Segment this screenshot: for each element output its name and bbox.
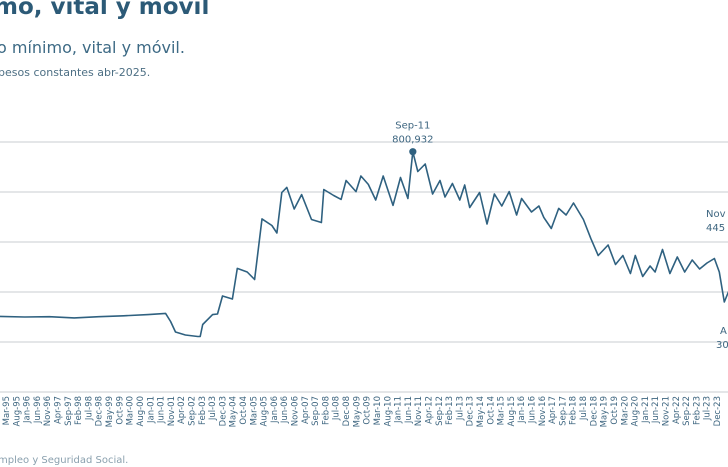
last-value-label: 30 (716, 340, 728, 351)
x-tick-label: May-19 (600, 396, 610, 427)
chart-subtitle: o mínimo, vital y móvil. (0, 38, 185, 57)
x-tick-label: May-09 (352, 396, 362, 427)
x-tick-label: Mar-00 (126, 396, 136, 425)
x-tick-label: Dec-18 (589, 396, 599, 426)
nov-value-label: 445 (706, 223, 725, 234)
x-tick-label: Sep-22 (682, 396, 692, 426)
x-tick-label: Jun-01 (157, 396, 167, 424)
x-tick-label: May-99 (105, 396, 115, 427)
x-tick-label: Sep-12 (435, 396, 445, 426)
x-tick-label: Feb-13 (445, 396, 455, 425)
x-tick-label: Dec-03 (218, 396, 228, 426)
x-tick-label: May-04 (229, 396, 239, 427)
annotations: Sep-11 800,932 Nov 445 A 30 (392, 121, 728, 351)
gridlines (0, 141, 728, 393)
x-tick-label: Jul-13 (455, 396, 465, 421)
x-tick-label: Mar-15 (497, 396, 507, 425)
x-tick-label: Apr-22 (672, 396, 682, 424)
nov-date-label: Nov (706, 209, 726, 220)
x-tick-label: Aug-10 (383, 396, 393, 426)
x-tick-label: Aug-05 (260, 396, 270, 426)
x-tick-label: Apr-17 (548, 396, 558, 424)
x-tick-label: Jan-16 (517, 396, 527, 424)
x-tick-label: Jun-06 (280, 396, 290, 424)
source-note: mpleo y Seguridad Social. (0, 455, 129, 466)
x-tick-label: Nov-96 (43, 396, 53, 426)
x-tick-label: Jul-08 (332, 396, 342, 421)
x-tick-label: Sep-07 (311, 396, 321, 426)
x-tick-label: Mar-10 (373, 396, 383, 425)
x-axis-ticks: Mar-95 Aug-95 Jan-96 Jun-96 Nov-96 Apr-97 Sep-… (2, 396, 723, 427)
last-date-label: A (720, 326, 727, 337)
x-tick-label: Jul-18 (579, 396, 589, 421)
x-tick-label: Jul-03 (208, 396, 218, 421)
x-tick-label: Mar-20 (620, 396, 630, 425)
x-tick-label: Feb-23 (692, 396, 702, 425)
x-tick-label: Apr-02 (177, 396, 187, 424)
x-tick-label: Aug-20 (631, 396, 641, 426)
x-tick-label: Dec-23 (713, 396, 723, 426)
x-tick-label: Mar-05 (249, 396, 259, 425)
x-tick-label: Feb-08 (321, 396, 331, 425)
max-date-label: Sep-11 (395, 121, 430, 132)
x-tick-label: Sep-02 (187, 396, 197, 426)
x-tick-label: Oct-04 (239, 396, 249, 425)
x-tick-label: Oct-19 (610, 396, 620, 425)
max-value-label: 800,932 (392, 135, 433, 146)
x-tick-label: Apr-97 (54, 396, 64, 424)
x-tick-label: Aug-15 (507, 396, 517, 426)
x-tick-label: Apr-12 (424, 396, 434, 424)
x-tick-label: May-14 (476, 396, 486, 427)
x-tick-label: Oct-09 (363, 396, 373, 425)
x-tick-label: Jul-23 (703, 396, 713, 421)
x-tick-label: Oct-14 (486, 396, 496, 425)
x-tick-label: Nov-21 (661, 396, 671, 426)
x-tick-label: Feb-18 (569, 396, 579, 425)
x-tick-label: Nov-11 (414, 396, 424, 426)
x-tick-label: Apr-07 (301, 396, 311, 424)
max-point-marker (409, 148, 417, 156)
x-tick-label: Jun-16 (528, 396, 538, 424)
x-tick-label: Jan-11 (394, 396, 404, 424)
x-tick-label: Jan-21 (641, 396, 651, 424)
x-tick-label: Nov-06 (291, 396, 301, 426)
x-tick-label: Mar-95 (2, 396, 12, 425)
x-tick-label: Jun-11 (404, 396, 414, 424)
x-tick-label: Nov-16 (538, 396, 548, 426)
x-tick-label: Dec-98 (95, 396, 105, 426)
x-tick-label: Jan-06 (270, 396, 280, 424)
x-tick-label: Feb-98 (74, 396, 84, 425)
x-tick-label: Oct-99 (115, 396, 125, 425)
x-tick-label: Nov-01 (167, 396, 177, 426)
x-tick-label: Jul-98 (84, 396, 94, 421)
chart-unit-note: pesos constantes abr-2025. (0, 66, 151, 79)
x-tick-label: Dec-13 (466, 396, 476, 426)
x-tick-label: Jan-01 (146, 396, 156, 424)
x-tick-label: Sep-17 (558, 396, 568, 426)
x-tick-label: Feb-03 (198, 396, 208, 425)
x-tick-label: Dec-08 (342, 396, 352, 426)
x-tick-label: Jun-21 (651, 396, 661, 424)
series-line-salario (0, 150, 728, 338)
x-tick-label: Aug-00 (136, 396, 146, 426)
x-tick-label: Aug-95 (12, 396, 22, 426)
x-tick-label: Sep-97 (64, 396, 74, 426)
chart-title: mo, vital y móvil (0, 0, 210, 20)
x-tick-label: Jun-96 (33, 396, 43, 424)
x-tick-label: Jan-96 (23, 396, 33, 424)
